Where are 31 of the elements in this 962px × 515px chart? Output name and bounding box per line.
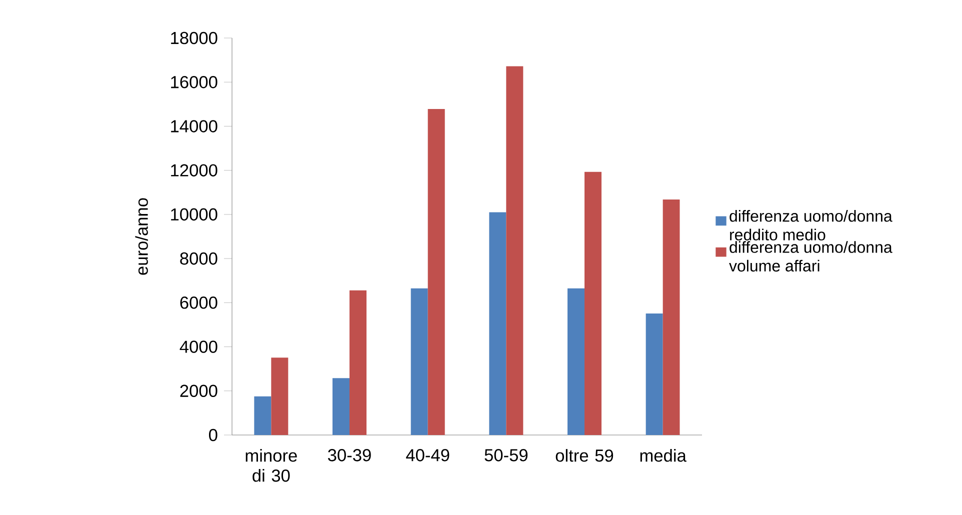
y-tick-label: 4000 [180,340,218,353]
bar [350,290,367,435]
x-tick-label: 50-59 [484,449,528,462]
x-tick-label: 30-39 [328,449,371,462]
bar [428,109,445,435]
bar [489,212,506,435]
x-tick-label: minore di 30 [246,449,297,482]
legend-label: differenza uomo/donna volume affari [729,241,892,272]
legend-label: differenza uomo/donna reddito medio [730,210,892,240]
bar [271,358,288,435]
y-tick-label: 12000 [171,164,218,176]
y-axis-title: euro/anno [135,198,148,275]
y-tick-label: 14000 [171,120,218,132]
bar [332,378,350,435]
bar [646,313,663,435]
x-tick-label: 40-49 [406,449,450,462]
x-tick-label: media [640,449,686,462]
bar [584,172,602,435]
bar [506,66,524,435]
bar [254,396,272,435]
x-tick-label: oltre 59 [556,449,614,462]
y-tick-label: 18000 [171,32,218,44]
bar [410,288,428,435]
y-tick-label: 0 [208,428,218,442]
y-tick-label: 10000 [171,208,218,221]
bar [662,199,680,435]
bar [568,288,585,435]
y-tick-label: 2000 [180,384,218,398]
y-tick-label: 8000 [180,252,218,265]
y-tick-label: 6000 [180,296,218,309]
y-tick-label: 16000 [171,76,218,88]
